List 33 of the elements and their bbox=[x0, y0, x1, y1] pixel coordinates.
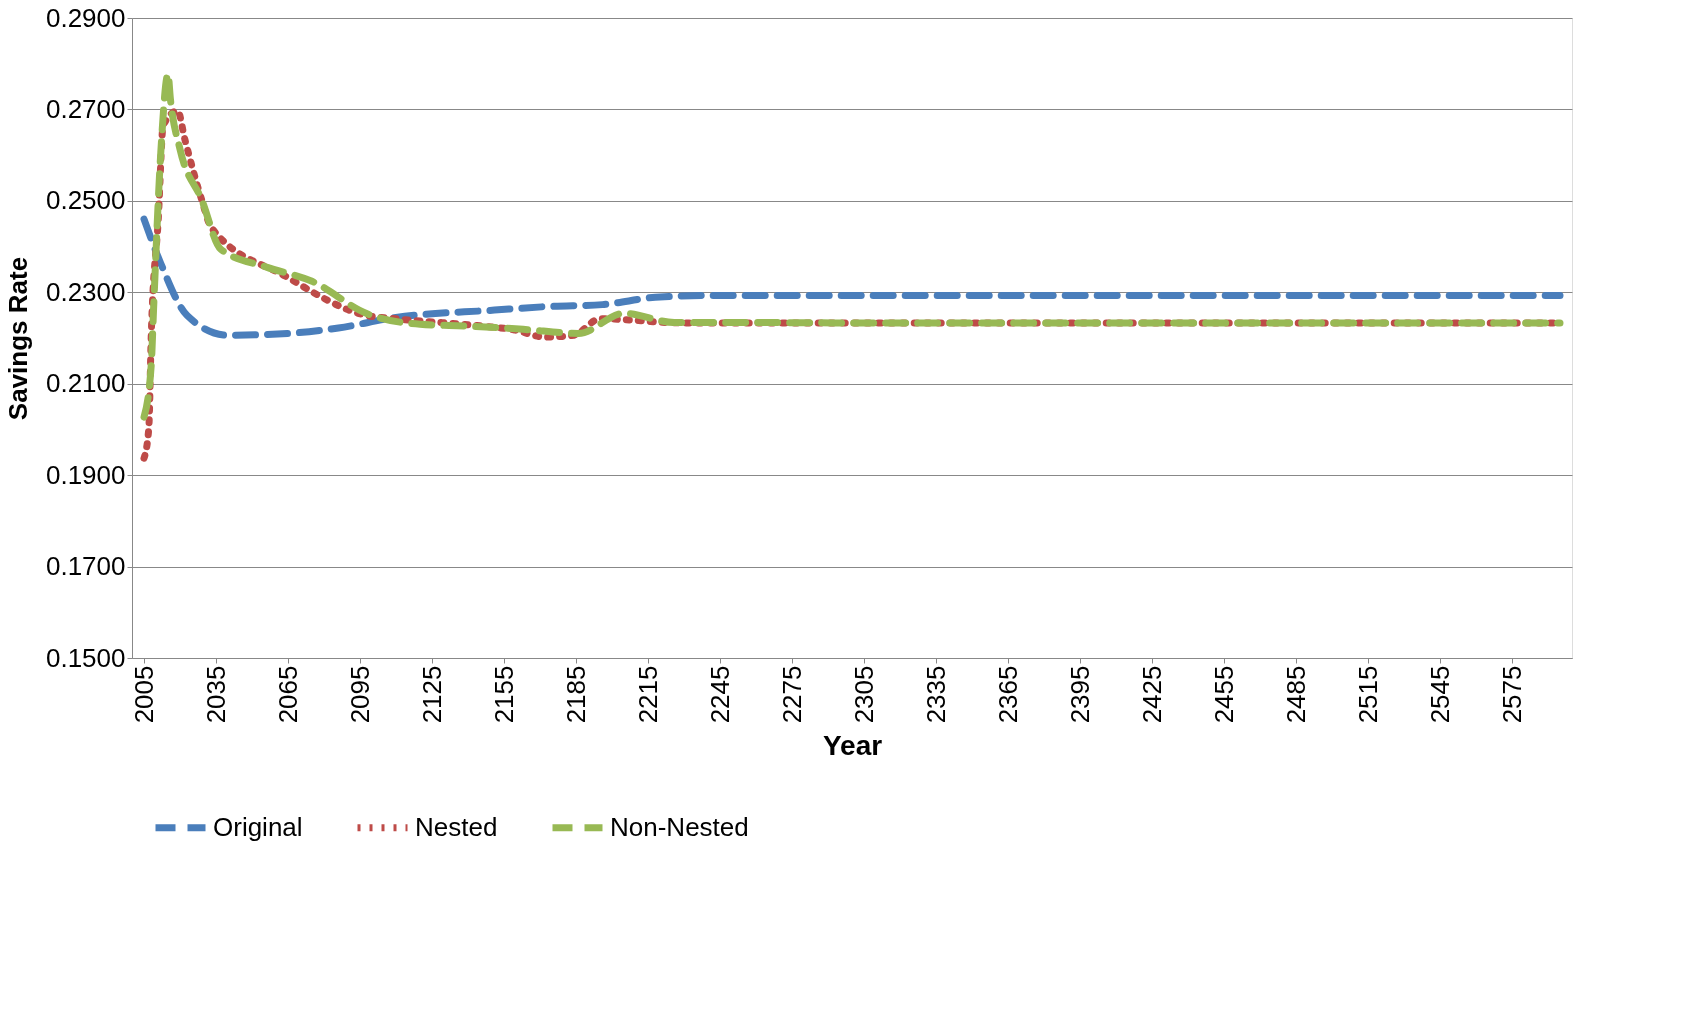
x-tick-label: 2215 bbox=[632, 665, 663, 724]
y-axis-title: Savings Rate bbox=[2, 256, 33, 421]
y-tick-label: 0.1700 bbox=[45, 551, 126, 582]
legend-label: Nested bbox=[415, 811, 498, 842]
x-tick-label: 2455 bbox=[1208, 665, 1239, 724]
x-tick-label: 2185 bbox=[560, 665, 591, 724]
x-tick-label: 2575 bbox=[1496, 665, 1527, 724]
x-tick-label: 2005 bbox=[128, 665, 159, 724]
x-tick-label: 2095 bbox=[344, 665, 375, 724]
x-tick-label: 2395 bbox=[1064, 665, 1095, 724]
x-tick-label: 2485 bbox=[1280, 665, 1311, 724]
y-tick-label: 0.1900 bbox=[45, 459, 126, 490]
legend-label: Original bbox=[213, 811, 303, 842]
x-tick-label: 2515 bbox=[1352, 665, 1383, 724]
x-tick-label: 2425 bbox=[1136, 665, 1167, 724]
x-tick-label: 2155 bbox=[488, 665, 519, 724]
x-tick-label: 2365 bbox=[992, 665, 1023, 724]
y-tick-label: 0.2300 bbox=[45, 276, 126, 307]
x-tick-label: 2335 bbox=[920, 665, 951, 724]
y-tick-label: 0.2100 bbox=[45, 368, 126, 399]
x-tick-label: 2275 bbox=[776, 665, 807, 724]
x-tick-label: 2245 bbox=[704, 665, 735, 724]
legend-label: Non-Nested bbox=[610, 811, 749, 842]
x-axis-title: Year bbox=[822, 730, 883, 762]
y-tick-label: 0.2700 bbox=[45, 93, 126, 124]
x-tick-label: 2065 bbox=[272, 665, 303, 724]
x-tick-label: 2545 bbox=[1424, 665, 1455, 724]
y-tick-label: 0.1500 bbox=[45, 642, 126, 673]
x-tick-label: 2035 bbox=[200, 665, 231, 724]
y-tick-label: 0.2900 bbox=[45, 2, 126, 33]
y-tick-label: 0.2500 bbox=[45, 185, 126, 216]
x-tick-label: 2125 bbox=[416, 665, 447, 724]
x-tick-label: 2305 bbox=[848, 665, 879, 724]
